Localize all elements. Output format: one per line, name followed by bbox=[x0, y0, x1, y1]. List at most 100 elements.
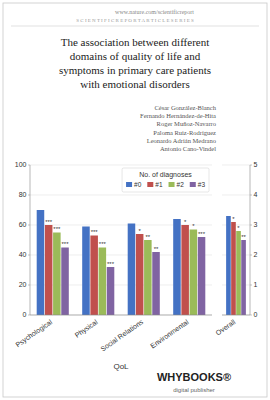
y-tick-label: 0 bbox=[23, 311, 27, 318]
bar bbox=[136, 234, 144, 315]
grid-line bbox=[30, 165, 212, 166]
bar bbox=[173, 219, 181, 315]
significance-label: * bbox=[192, 223, 195, 229]
bar bbox=[53, 233, 61, 316]
legend-swatch bbox=[190, 182, 196, 187]
legend-entry: #3 bbox=[198, 181, 206, 188]
legend-swatch bbox=[147, 182, 153, 187]
bar-annotations: **************************** bbox=[45, 219, 206, 267]
x-axis-line bbox=[30, 315, 212, 316]
bar bbox=[144, 240, 152, 315]
x-tick-label: Psychological bbox=[14, 318, 54, 349]
grid-line bbox=[30, 195, 212, 196]
legend-entry: #0 bbox=[134, 181, 142, 188]
y-tick-label: 80 bbox=[19, 191, 27, 198]
y-tick-label: 2 bbox=[254, 251, 258, 258]
y-axis-line bbox=[250, 165, 251, 315]
bar bbox=[90, 236, 98, 316]
significance-label: *** bbox=[91, 229, 99, 235]
y-tick-label: 5 bbox=[254, 161, 258, 168]
title: The association between different domains… bbox=[59, 36, 211, 90]
x-axis-line bbox=[222, 315, 250, 316]
bar bbox=[181, 225, 189, 315]
bars bbox=[226, 216, 246, 315]
y-tick bbox=[250, 195, 252, 196]
separator bbox=[11, 26, 259, 27]
y-tick bbox=[28, 315, 30, 316]
poster: www.nature.com/scientificreportS C I E N… bbox=[0, 0, 270, 400]
y-tick-label: 60 bbox=[19, 221, 27, 228]
x-tick-label: Overall bbox=[214, 318, 237, 337]
bar-chart: ****************************020406080100… bbox=[14, 161, 212, 352]
text-line: Leonardo Adrián Medrano bbox=[147, 137, 216, 144]
y-tick bbox=[28, 165, 30, 166]
legend-entry: #2 bbox=[177, 181, 185, 188]
bar bbox=[152, 252, 160, 315]
bar bbox=[231, 222, 236, 315]
bar bbox=[128, 224, 136, 316]
x-tick-label: Environmental bbox=[149, 318, 190, 350]
text-line: The association between different bbox=[61, 36, 210, 48]
bar bbox=[236, 231, 241, 315]
bar bbox=[99, 248, 107, 316]
x-tick-label: Social Relations bbox=[99, 318, 145, 353]
url-text: www.nature.com/scientificreport bbox=[115, 9, 194, 15]
text-line: domains of quality of life and bbox=[70, 50, 201, 62]
significance-label: ** bbox=[241, 234, 246, 240]
y-tick bbox=[250, 165, 252, 166]
significance-label: ** bbox=[154, 246, 159, 252]
text-line: Paloma Ruiz-Rodríguez bbox=[153, 129, 216, 136]
bar bbox=[61, 248, 69, 316]
significance-label: *** bbox=[45, 219, 53, 225]
text-line: Fernando Hernández-de-Hita bbox=[140, 112, 216, 119]
legend-frame bbox=[122, 168, 209, 192]
significance-label: *** bbox=[62, 241, 70, 247]
significance-label: * bbox=[237, 225, 240, 231]
publisher-subtext: digital publisher bbox=[173, 387, 215, 393]
significance-label: *** bbox=[99, 241, 107, 247]
bar-chart: ****012345Overall bbox=[214, 161, 257, 336]
significance-label: ** bbox=[146, 234, 151, 240]
bar bbox=[241, 240, 246, 315]
legend-swatch bbox=[126, 182, 132, 187]
y-tick bbox=[250, 285, 252, 286]
y-tick bbox=[250, 315, 252, 316]
publisher-logo: WHYBOOKS® bbox=[157, 371, 231, 383]
y-tick-label: 20 bbox=[19, 281, 27, 288]
significance-label: *** bbox=[53, 226, 61, 232]
grid-line bbox=[222, 165, 250, 166]
y-tick-label: 4 bbox=[254, 191, 258, 198]
grid-line bbox=[222, 195, 250, 196]
bar bbox=[198, 237, 206, 315]
text-line: César González-Blanch bbox=[154, 104, 216, 111]
legend-entry: #1 bbox=[155, 181, 163, 188]
significance-label: *** bbox=[198, 231, 206, 237]
x-tick-label: Physical bbox=[73, 318, 99, 340]
bar bbox=[82, 227, 90, 316]
y-tick-label: 100 bbox=[15, 161, 27, 168]
y-tick bbox=[28, 225, 30, 226]
y-tick bbox=[250, 255, 252, 256]
text-line: symptoms in primary care patients bbox=[59, 64, 211, 76]
bar-annotations: **** bbox=[232, 216, 246, 240]
bar bbox=[45, 225, 53, 315]
y-tick bbox=[28, 255, 30, 256]
y-tick-label: 0 bbox=[254, 311, 258, 318]
bar bbox=[37, 210, 45, 315]
y-axis-line bbox=[30, 165, 31, 315]
significance-label: * bbox=[232, 216, 235, 222]
x-axis-label: QoL bbox=[113, 362, 129, 371]
bars bbox=[37, 210, 206, 315]
legend-swatch bbox=[169, 182, 175, 187]
bar bbox=[190, 230, 198, 316]
y-tick bbox=[28, 285, 30, 286]
y-tick bbox=[28, 195, 30, 196]
bar bbox=[107, 267, 115, 315]
text-line: with emotional disorders bbox=[80, 78, 189, 90]
legend-title: No. of diagnoses bbox=[139, 171, 192, 179]
significance-label: * bbox=[138, 228, 141, 234]
text-line: Roger Muñoz-Navarro bbox=[157, 120, 216, 127]
authors: César González-BlanchFernando Hernández-… bbox=[140, 104, 217, 152]
text-line: Antonio Cano-Vindel bbox=[160, 145, 216, 152]
y-tick-label: 40 bbox=[19, 251, 27, 258]
